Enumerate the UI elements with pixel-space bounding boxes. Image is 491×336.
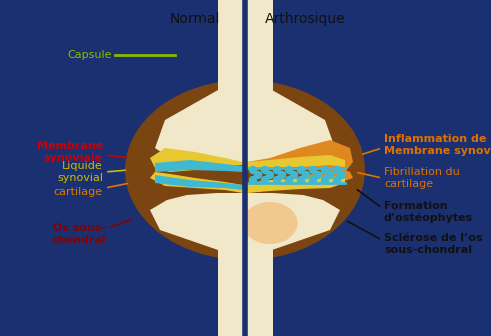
Text: Arthrosique: Arthrosique: [265, 12, 345, 26]
Circle shape: [273, 176, 280, 183]
Circle shape: [309, 167, 317, 173]
Polygon shape: [247, 155, 345, 168]
Polygon shape: [150, 172, 243, 193]
Circle shape: [322, 176, 328, 183]
Circle shape: [267, 171, 273, 178]
Bar: [218, 210, 273, 336]
Circle shape: [278, 171, 285, 178]
Circle shape: [291, 171, 298, 178]
Text: Capsule: Capsule: [67, 50, 112, 60]
Circle shape: [333, 176, 340, 183]
Text: Fibrillation du
cartilage: Fibrillation du cartilage: [384, 167, 460, 189]
Circle shape: [254, 171, 262, 178]
Polygon shape: [150, 193, 340, 250]
Polygon shape: [247, 175, 345, 193]
Circle shape: [298, 167, 304, 173]
Text: Normal: Normal: [170, 12, 220, 26]
Circle shape: [285, 176, 293, 183]
Text: Membrane
synoviale: Membrane synoviale: [37, 141, 103, 163]
Text: Formation
d’ostéophytes: Formation d’ostéophytes: [384, 201, 473, 223]
Ellipse shape: [243, 202, 298, 244]
Circle shape: [333, 167, 340, 173]
Text: Inflammation de la
Membrane synoviale: Inflammation de la Membrane synoviale: [384, 134, 491, 156]
Circle shape: [302, 171, 309, 178]
Text: Os sous-
chondral: Os sous- chondral: [52, 223, 106, 245]
Polygon shape: [155, 90, 335, 162]
Circle shape: [262, 176, 269, 183]
Ellipse shape: [125, 80, 365, 260]
Circle shape: [322, 167, 328, 173]
Circle shape: [285, 167, 293, 173]
Polygon shape: [247, 140, 353, 172]
Circle shape: [315, 171, 322, 178]
Circle shape: [249, 176, 256, 183]
Bar: [218, 0, 273, 130]
Circle shape: [273, 167, 280, 173]
Text: Sclérose de l’os
sous-chondral: Sclérose de l’os sous-chondral: [384, 233, 483, 255]
Polygon shape: [150, 148, 243, 172]
Polygon shape: [155, 175, 243, 190]
Circle shape: [249, 167, 256, 173]
Circle shape: [309, 176, 317, 183]
Text: Liquide
synovial: Liquide synovial: [57, 161, 103, 183]
Bar: [380, 0, 491, 336]
Circle shape: [262, 167, 269, 173]
Text: cartilage: cartilage: [54, 187, 103, 197]
Circle shape: [338, 171, 346, 178]
Bar: [0, 0, 110, 336]
Polygon shape: [155, 160, 243, 172]
Circle shape: [298, 176, 304, 183]
Polygon shape: [247, 170, 353, 193]
Circle shape: [327, 171, 333, 178]
